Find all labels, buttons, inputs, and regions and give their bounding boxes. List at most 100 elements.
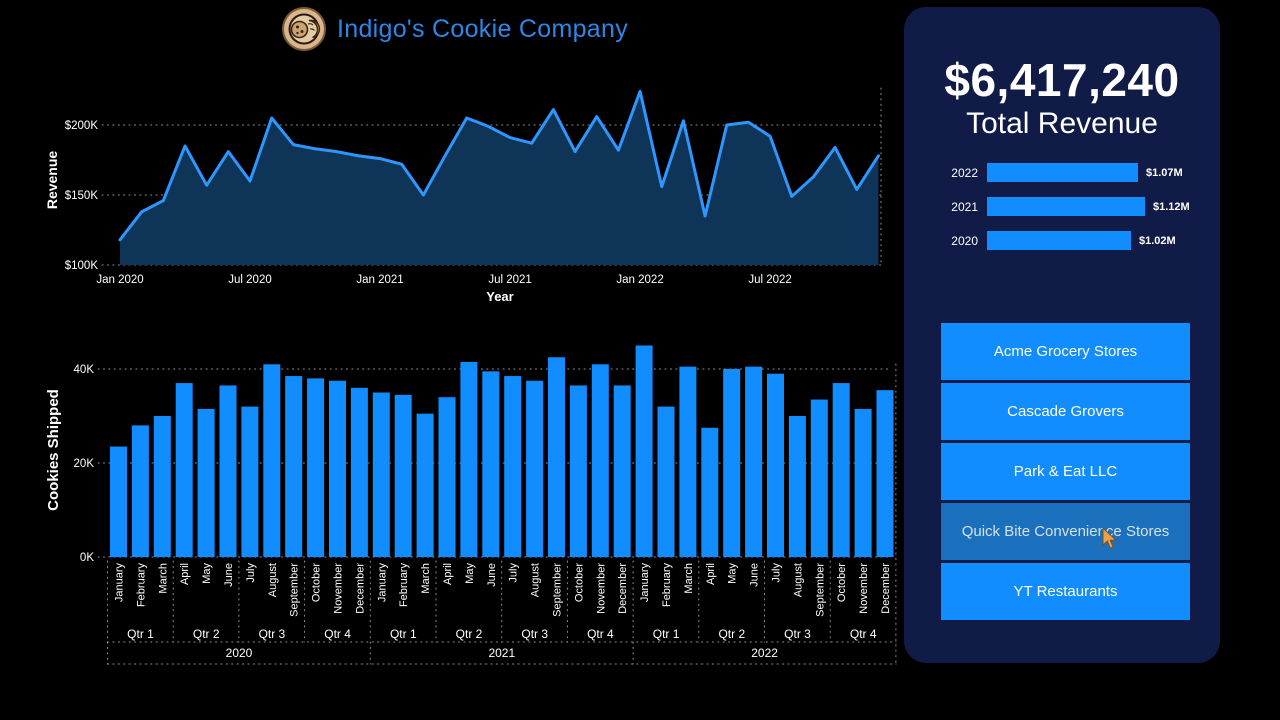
- bar-october-2022[interactable]: [832, 383, 850, 557]
- bar-march-2022[interactable]: [679, 366, 697, 557]
- bar-december-2020[interactable]: [350, 387, 368, 557]
- bar-september-2020[interactable]: [285, 376, 303, 557]
- quarter-tick: Qtr 2: [193, 627, 220, 641]
- month-tick: June: [486, 563, 498, 587]
- bar-august-2020[interactable]: [263, 364, 281, 557]
- x-axis-tick: Jan 2021: [356, 274, 403, 286]
- bar-february-2021[interactable]: [394, 394, 412, 557]
- customer-button-cascade-grovers[interactable]: Cascade Grovers: [941, 383, 1190, 440]
- total-revenue-label: Total Revenue: [966, 107, 1158, 140]
- y-axis-title: Cookies Shipped: [45, 389, 62, 511]
- month-tick: December: [617, 563, 629, 614]
- y-axis-tick: $100K: [65, 260, 99, 272]
- dashboard-header: Indigo's Cookie Company: [281, 6, 628, 52]
- month-tick: May: [727, 563, 739, 584]
- bar-september-2021[interactable]: [548, 357, 565, 557]
- bar-july-2022[interactable]: [767, 373, 784, 557]
- bar-january-2022[interactable]: [635, 345, 653, 558]
- x-axis-tick: Jul 2021: [488, 274, 531, 286]
- month-tick: November: [595, 563, 607, 614]
- quarter-tick: Qtr 4: [850, 627, 877, 641]
- bar-june-2022[interactable]: [745, 366, 763, 557]
- bar-june-2021[interactable]: [482, 371, 500, 557]
- bar-august-2021[interactable]: [526, 380, 544, 557]
- quarter-tick: Qtr 1: [127, 627, 154, 641]
- bar-may-2022[interactable]: [723, 369, 741, 557]
- month-tick: February: [398, 563, 410, 608]
- bar-april-2022[interactable]: [701, 427, 719, 557]
- year-label: 2020: [951, 233, 978, 248]
- bar-may-2021[interactable]: [460, 361, 478, 557]
- month-tick: January: [639, 563, 651, 603]
- year-revenue-bar-2022[interactable]: [987, 163, 1138, 182]
- bar-march-2020[interactable]: [153, 416, 171, 557]
- month-tick: August: [267, 563, 279, 597]
- month-tick: August: [792, 563, 804, 597]
- year-bar-row-2020: 2020 $1.02M: [944, 231, 1190, 250]
- month-tick: May: [201, 563, 213, 584]
- revenue-by-year-bars: 2022 $1.07M 2021 $1.12M 2020 $1.02M: [944, 163, 1190, 250]
- bar-november-2021[interactable]: [591, 364, 609, 557]
- customer-button-acme-grocery-stores[interactable]: Acme Grocery Stores: [941, 323, 1190, 380]
- month-tick: July: [245, 563, 257, 583]
- bar-july-2020[interactable]: [241, 406, 259, 557]
- customer-button-yt-restaurants[interactable]: YT Restaurants: [941, 563, 1190, 620]
- revenue-line[interactable]: [118, 89, 880, 242]
- month-tick: April: [705, 563, 717, 585]
- month-tick: June: [223, 563, 235, 587]
- year-revenue-value: $1.07M: [1146, 166, 1183, 179]
- year-tick: 2020: [226, 646, 253, 660]
- bar-february-2020[interactable]: [131, 425, 149, 557]
- month-tick: September: [289, 563, 301, 617]
- month-tick: February: [135, 563, 147, 608]
- year-revenue-bar-2021[interactable]: [987, 197, 1145, 216]
- y-axis-tick: 0K: [80, 552, 94, 564]
- bar-april-2021[interactable]: [438, 397, 456, 557]
- customer-button-park-eat-llc[interactable]: Park & Eat LLC: [941, 443, 1190, 500]
- quarter-tick: Qtr 4: [587, 627, 614, 641]
- x-axis-title: Year: [486, 289, 513, 304]
- year-revenue-bar-2020[interactable]: [987, 231, 1131, 250]
- month-tick: March: [420, 563, 432, 594]
- bar-november-2022[interactable]: [854, 408, 872, 557]
- month-tick: March: [683, 563, 695, 594]
- y-axis-title: Revenue: [44, 151, 60, 210]
- month-tick: June: [749, 563, 761, 587]
- month-tick: January: [376, 563, 388, 603]
- bar-july-2021[interactable]: [504, 376, 522, 557]
- revenue-area-chart[interactable]: $100K $150K $200K Jan 2020 Jul 2020 Jan 2021 J…: [40, 80, 892, 312]
- bar-november-2020[interactable]: [329, 380, 346, 557]
- month-tick: October: [836, 563, 848, 602]
- year-label: 2022: [951, 165, 978, 180]
- y-axis-tick: 40K: [74, 364, 95, 376]
- bar-april-2020[interactable]: [175, 383, 193, 557]
- cookies-shipped-bar-chart[interactable]: 0K 20K 40K January February March April May June…: [38, 340, 902, 670]
- year-revenue-value: $1.02M: [1139, 234, 1176, 247]
- bar-january-2021[interactable]: [372, 392, 390, 558]
- bar-august-2022[interactable]: [788, 416, 806, 557]
- bar-june-2020[interactable]: [219, 385, 237, 557]
- month-tick: March: [157, 563, 169, 594]
- bar-february-2022[interactable]: [657, 406, 675, 557]
- month-tick: November: [333, 563, 345, 614]
- year-tick: 2021: [488, 646, 515, 660]
- bar-may-2020[interactable]: [197, 408, 215, 557]
- year-tick: 2022: [751, 646, 778, 660]
- x-axis-tick: Jan 2020: [96, 274, 143, 286]
- month-tick: April: [442, 563, 454, 585]
- bar-october-2020[interactable]: [307, 378, 325, 557]
- bar-october-2021[interactable]: [569, 385, 587, 557]
- bar-december-2022[interactable]: [876, 390, 894, 557]
- quarter-tick: Qtr 2: [456, 627, 483, 641]
- customer-button-quick-bite-convenience-stores[interactable]: Quick Bite Convenience Stores: [941, 503, 1190, 560]
- bar-december-2021[interactable]: [613, 385, 631, 557]
- quarter-tick: Qtr 3: [784, 627, 811, 641]
- bar-january-2020[interactable]: [110, 446, 127, 557]
- year-revenue-value: $1.12M: [1153, 200, 1190, 213]
- bar-september-2022[interactable]: [810, 399, 828, 557]
- month-tick: July: [771, 563, 783, 583]
- month-tick: October: [573, 563, 585, 602]
- bar-march-2021[interactable]: [416, 413, 434, 557]
- month-tick: September: [552, 563, 564, 617]
- area-fill[interactable]: [120, 91, 879, 266]
